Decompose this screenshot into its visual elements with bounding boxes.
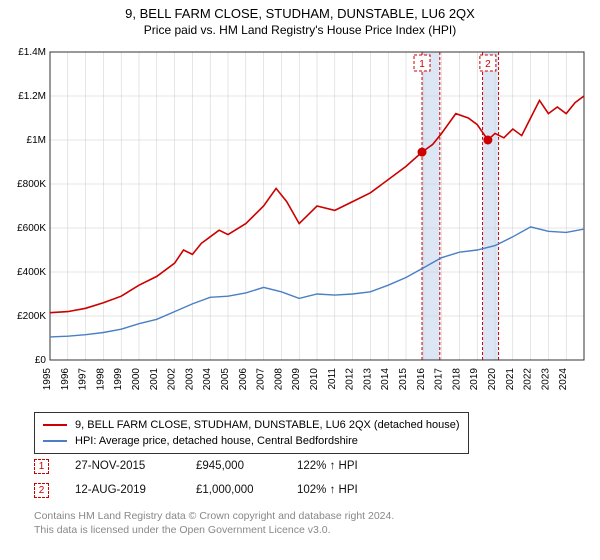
legend-label: HPI: Average price, detached house, Cent…	[75, 435, 358, 447]
svg-text:2016: 2016	[416, 368, 427, 391]
legend-row: HPI: Average price, detached house, Cent…	[43, 433, 460, 449]
svg-text:2008: 2008	[273, 368, 284, 391]
title-block: 9, BELL FARM CLOSE, STUDHAM, DUNSTABLE, …	[0, 0, 600, 37]
svg-text:2000: 2000	[131, 368, 142, 391]
svg-text:£400K: £400K	[17, 267, 46, 278]
svg-text:2021: 2021	[505, 368, 516, 391]
svg-text:2003: 2003	[184, 368, 195, 391]
sale-row: 2 12-AUG-2019 £1,000,000 102% ↑ HPI	[34, 480, 392, 500]
legend-label: 9, BELL FARM CLOSE, STUDHAM, DUNSTABLE, …	[75, 419, 460, 431]
chart-svg: £0 £200K £400K £600K £800K £1M £1.2M £1.4M 1995 1…	[8, 44, 592, 404]
footer-line: This data is licensed under the Open Gov…	[34, 524, 394, 538]
sale-pct: 122% ↑ HPI	[297, 460, 392, 472]
svg-text:2020: 2020	[487, 368, 498, 391]
svg-text:2015: 2015	[398, 368, 409, 391]
svg-text:2014: 2014	[380, 368, 391, 391]
svg-text:1995: 1995	[42, 368, 53, 391]
svg-text:2004: 2004	[202, 368, 213, 391]
svg-text:2: 2	[485, 59, 491, 70]
svg-text:1: 1	[419, 59, 425, 70]
svg-text:£800K: £800K	[17, 179, 46, 190]
footer-attribution: Contains HM Land Registry data © Crown c…	[34, 510, 394, 537]
sale-date: 12-AUG-2019	[75, 484, 170, 496]
svg-text:£1.4M: £1.4M	[18, 47, 46, 58]
svg-text:2002: 2002	[167, 368, 178, 391]
svg-text:1998: 1998	[95, 368, 106, 391]
sale-marker-icon: 2	[34, 483, 49, 498]
svg-text:2010: 2010	[309, 368, 320, 391]
svg-text:2022: 2022	[523, 368, 534, 391]
svg-text:£1.2M: £1.2M	[18, 91, 46, 102]
svg-text:2017: 2017	[434, 368, 445, 391]
svg-text:2006: 2006	[238, 368, 249, 391]
svg-text:2023: 2023	[540, 368, 551, 391]
svg-text:1999: 1999	[113, 368, 124, 391]
svg-text:2024: 2024	[558, 368, 569, 391]
sale-date: 27-NOV-2015	[75, 460, 170, 472]
chart-area: £0 £200K £400K £600K £800K £1M £1.2M £1.4M 1995 1…	[8, 44, 592, 404]
sale-price: £945,000	[196, 460, 271, 472]
svg-text:2005: 2005	[220, 368, 231, 391]
svg-text:2019: 2019	[469, 368, 480, 391]
svg-text:2009: 2009	[291, 368, 302, 391]
svg-text:£200K: £200K	[17, 311, 46, 322]
svg-text:2012: 2012	[345, 368, 356, 391]
chart-title: 9, BELL FARM CLOSE, STUDHAM, DUNSTABLE, …	[0, 6, 600, 21]
svg-text:£1M: £1M	[27, 135, 46, 146]
svg-text:£600K: £600K	[17, 223, 46, 234]
legend-row: 9, BELL FARM CLOSE, STUDHAM, DUNSTABLE, …	[43, 417, 460, 433]
sales-table: 1 27-NOV-2015 £945,000 122% ↑ HPI 2 12-A…	[34, 456, 392, 504]
chart-subtitle: Price paid vs. HM Land Registry's House …	[0, 23, 600, 37]
svg-text:£0: £0	[35, 355, 47, 366]
svg-text:2018: 2018	[451, 368, 462, 391]
svg-text:2011: 2011	[327, 368, 338, 390]
svg-text:1997: 1997	[78, 368, 89, 391]
sale-price: £1,000,000	[196, 484, 271, 496]
svg-text:2001: 2001	[149, 368, 160, 391]
svg-text:1996: 1996	[60, 368, 71, 391]
legend: 9, BELL FARM CLOSE, STUDHAM, DUNSTABLE, …	[34, 412, 469, 454]
svg-text:2013: 2013	[362, 368, 373, 391]
sale-marker-icon: 1	[34, 459, 49, 474]
sale-row: 1 27-NOV-2015 £945,000 122% ↑ HPI	[34, 456, 392, 476]
svg-text:2007: 2007	[256, 368, 267, 391]
footer-line: Contains HM Land Registry data © Crown c…	[34, 510, 394, 524]
chart-container: 9, BELL FARM CLOSE, STUDHAM, DUNSTABLE, …	[0, 0, 600, 560]
legend-swatch	[43, 424, 67, 426]
sale-pct: 102% ↑ HPI	[297, 484, 392, 496]
legend-swatch	[43, 440, 67, 442]
